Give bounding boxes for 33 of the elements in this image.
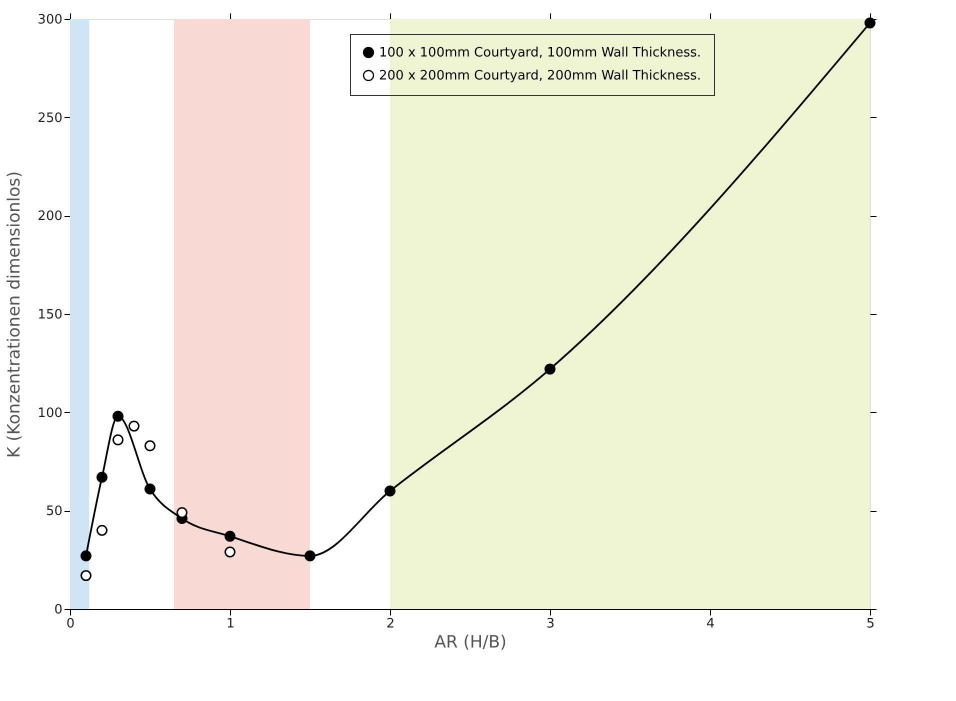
y-tick-label: 50 [46, 504, 62, 520]
point [80, 570, 92, 582]
legend-label: 100 x 100mm Courtyard, 100mm Wall Thickness. [379, 46, 702, 60]
x-tick-label: 1 [226, 616, 235, 632]
y-axis-title: K (Konzentrationen dimensionlos) [4, 171, 25, 458]
point [112, 410, 124, 422]
x-tick-label: 4 [706, 616, 715, 632]
y-tick-label: 0 [54, 602, 62, 618]
legend-label: 200 x 200mm Courtyard, 200mm Wall Thickness. [379, 68, 702, 84]
point [80, 550, 92, 562]
x-tick-label: 0 [66, 616, 75, 632]
point [384, 486, 396, 496]
point [224, 530, 236, 542]
point [224, 546, 236, 558]
point [544, 364, 556, 375]
point [864, 17, 876, 28]
y-tick-label: 250 [38, 110, 62, 126]
point [304, 550, 316, 562]
x-axis-title: AR (H/B) [434, 632, 507, 652]
x-tick-label: 5 [866, 616, 875, 632]
y-tick-label: 200 [38, 209, 62, 224]
y-tick-label: 300 [38, 12, 62, 28]
y-tick-label: 150 [38, 308, 62, 322]
y-tick-label: 100 [38, 406, 62, 421]
point [144, 484, 156, 495]
point [144, 440, 156, 452]
point [128, 420, 140, 432]
x-tick-label: 2 [386, 616, 395, 632]
point [96, 472, 108, 483]
point [96, 524, 108, 536]
point [112, 434, 124, 446]
point [176, 507, 188, 518]
x-tick-label: 3 [546, 616, 555, 632]
